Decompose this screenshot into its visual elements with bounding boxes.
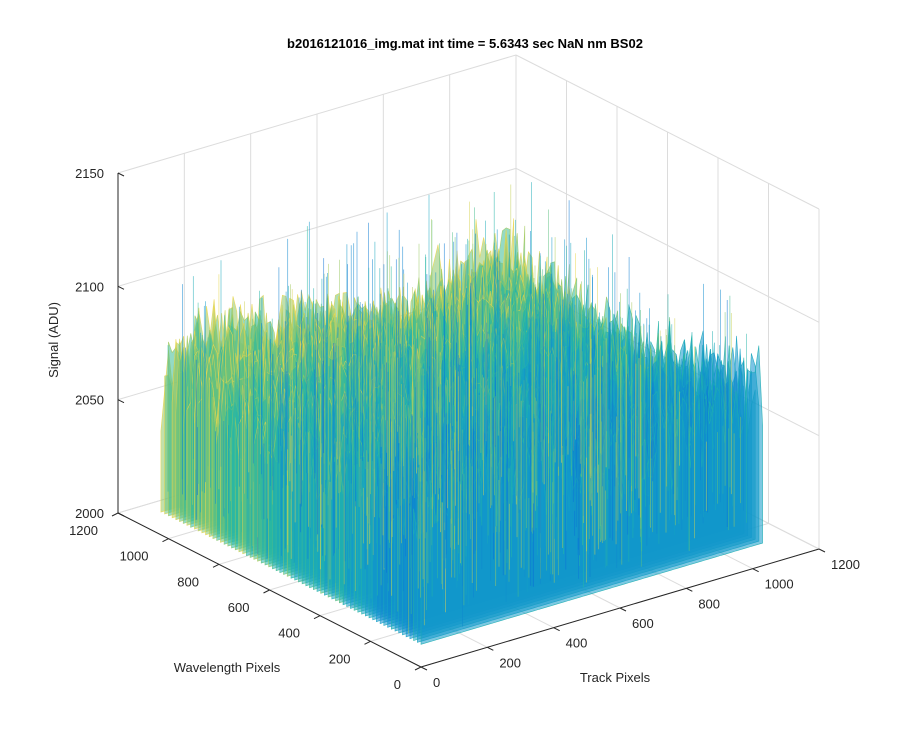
x-tick-label: 200 <box>499 655 521 670</box>
y-tick-mark <box>111 512 119 517</box>
y-tick-label: 200 <box>329 651 351 666</box>
tick-labels: 0 200 400 600 800 1000 1200 0 200 400 600 800 1000 12… <box>69 166 860 692</box>
x-tick-mark <box>553 627 560 632</box>
z-tick-mark <box>117 285 125 290</box>
y-tick-mark <box>162 538 169 543</box>
z-tick-label: 2050 <box>75 393 104 408</box>
y-tick-mark <box>364 640 371 645</box>
z-tick-label: 2000 <box>75 506 104 521</box>
x-tick-mark <box>619 607 627 612</box>
z-axis-label: Signal (ADU) <box>46 302 61 378</box>
z-tick-label: 2150 <box>75 166 104 181</box>
z-tick-mark <box>117 172 125 177</box>
x-tick-label: 400 <box>566 636 588 651</box>
y-tick-mark <box>212 563 220 568</box>
x-tick-mark <box>686 587 693 592</box>
chart-title: b2016121016_img.mat int time = 5.6343 se… <box>287 36 643 51</box>
y-tick-label: 800 <box>177 574 199 589</box>
z-tick-label: 2100 <box>75 279 104 294</box>
y-tick-label: 0 <box>394 677 401 692</box>
back-wall-grid-z <box>117 167 517 287</box>
back-wall-grid-z <box>117 54 517 174</box>
x-axis-label: Track Pixels <box>580 670 651 685</box>
side-wall-grid-z <box>515 54 820 210</box>
y-tick-label: 1000 <box>120 549 149 564</box>
z-tick-mark <box>117 512 125 517</box>
y-tick-mark <box>414 666 422 671</box>
y-tick-mark <box>313 615 321 620</box>
z-tick-mark <box>117 399 125 404</box>
y-tick-label: 400 <box>278 626 300 641</box>
x-tick-label: 800 <box>698 596 720 611</box>
data-surface <box>160 182 763 645</box>
axes <box>111 172 826 671</box>
x-tick-label: 600 <box>632 616 654 631</box>
y-tick-label: 600 <box>228 600 250 615</box>
x-tick-mark <box>487 646 494 651</box>
side-wall-grid-z <box>515 167 820 323</box>
x-tick-label: 1000 <box>765 577 794 592</box>
y-axis-label: Wavelength Pixels <box>174 660 281 675</box>
y-tick-label: 1200 <box>69 523 98 538</box>
x-tick-label: 1200 <box>831 557 860 572</box>
x-tick-mark <box>752 568 759 573</box>
x-tick-mark <box>818 548 826 553</box>
x-tick-mark <box>420 666 428 671</box>
y-tick-mark <box>263 589 270 594</box>
x-tick-label: 0 <box>433 675 440 690</box>
